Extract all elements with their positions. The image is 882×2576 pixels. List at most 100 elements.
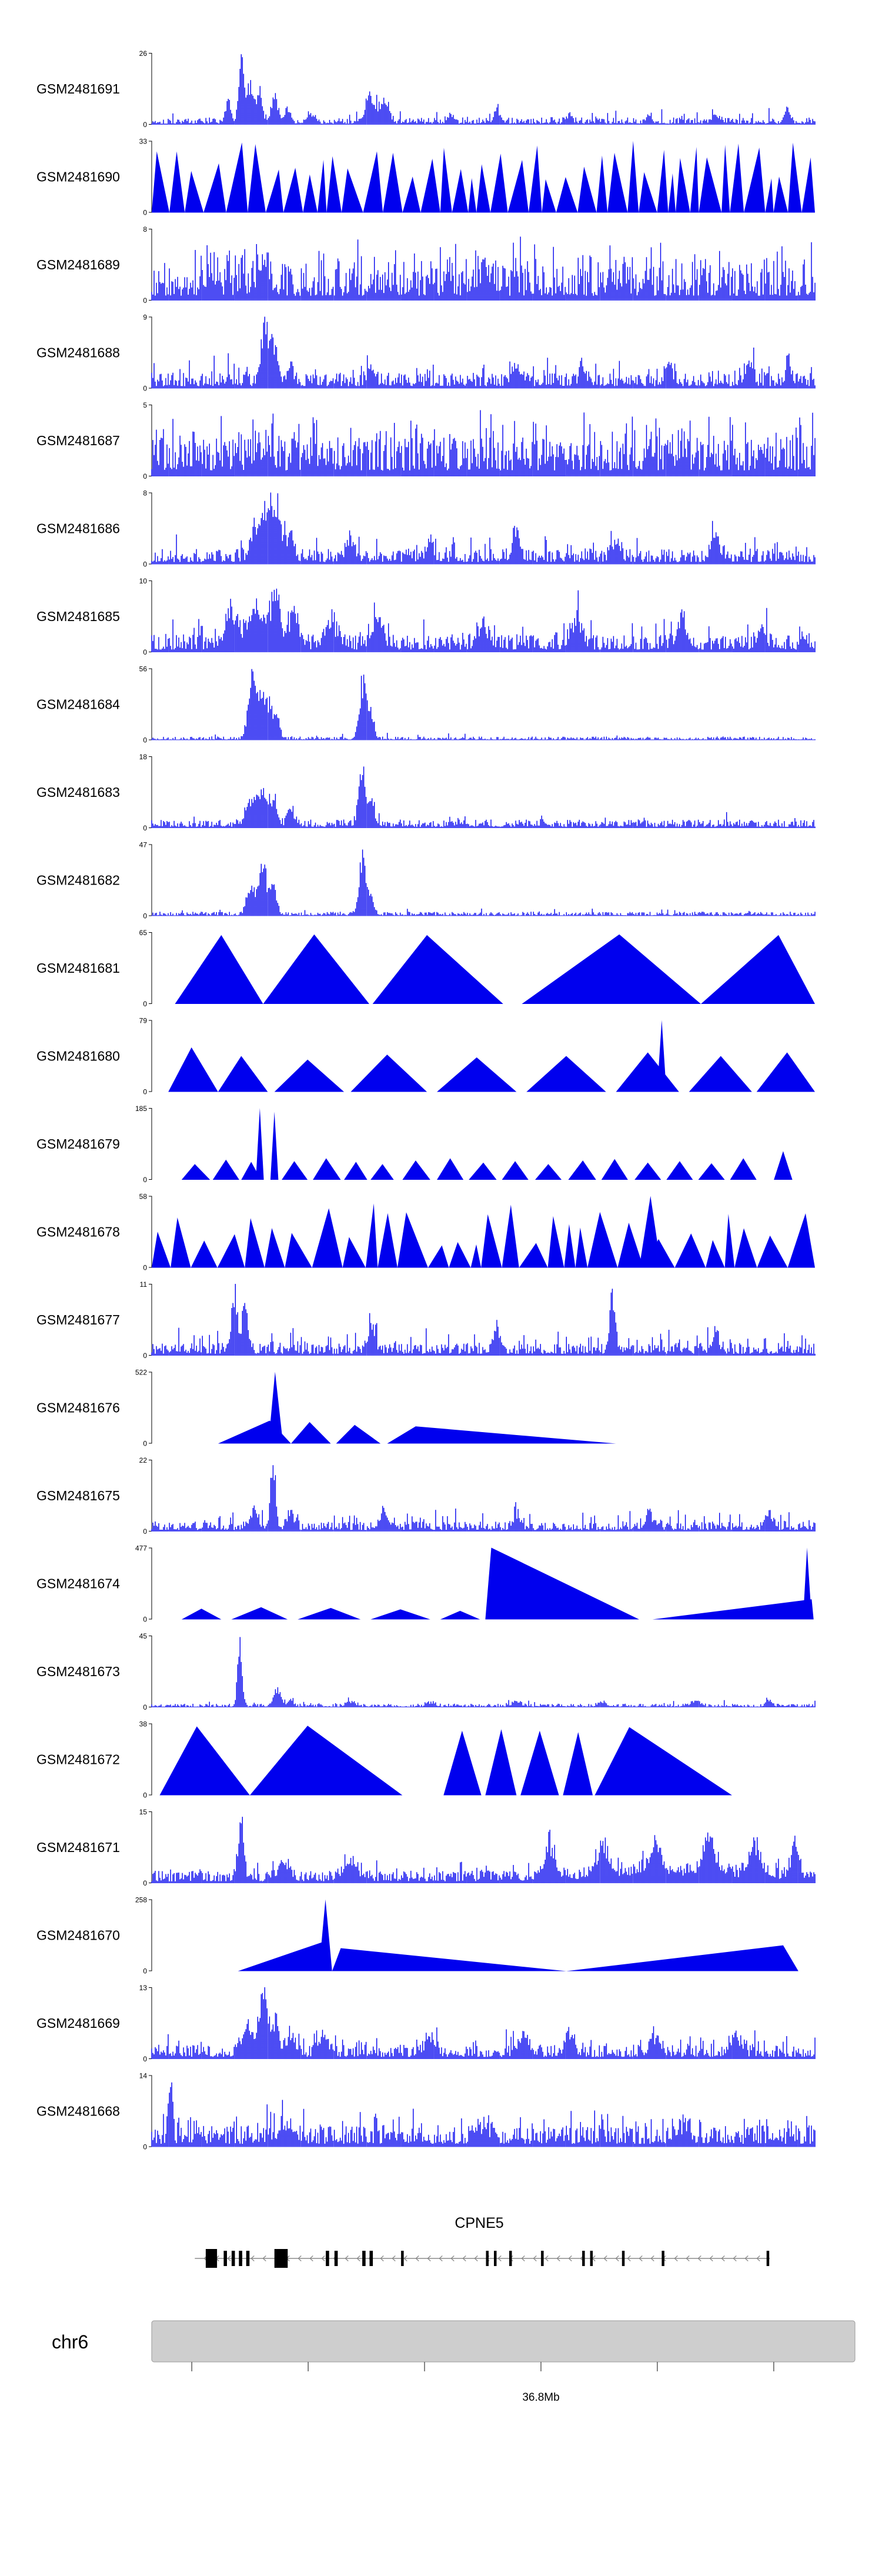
signal-peak [485, 1547, 640, 1620]
y-axis-max-label: 79 [139, 1017, 148, 1025]
signal-peak [437, 1158, 464, 1180]
track-label: GSM2481681 [36, 960, 120, 976]
y-axis-max-label: 56 [139, 665, 148, 673]
exon-box [582, 2251, 585, 2266]
exon-box [590, 2251, 593, 2266]
signal-peak [175, 935, 263, 1004]
y-axis-zero-label: 0 [143, 1616, 147, 1624]
track-row-GSM2481673: GSM2481673 45 0 [36, 1632, 816, 1711]
signal-peak [256, 1108, 264, 1180]
signal-spikes [151, 849, 816, 916]
y-axis-max-label: 38 [139, 1720, 148, 1729]
signal-peak [290, 1422, 331, 1444]
y-axis-max-label: 5 [143, 401, 147, 409]
signal-peak [730, 1158, 757, 1180]
signal-peak [263, 934, 369, 1004]
signal-peak [238, 1942, 332, 1971]
y-axis-max-label: 45 [139, 1632, 148, 1640]
track-label: GSM2481680 [36, 1049, 120, 1064]
signal-peak [181, 1164, 211, 1180]
signal-peak [168, 1047, 218, 1092]
chromosome-bar [151, 2320, 856, 2363]
signal-spikes [151, 766, 816, 828]
y-axis-zero-label: 0 [143, 2143, 147, 2151]
track-label: GSM2481686 [36, 521, 120, 536]
signal-peak [387, 1426, 616, 1444]
signal-spikes [151, 1637, 816, 1707]
signal-spikes [151, 492, 816, 565]
y-axis-zero-label: 0 [143, 1264, 147, 1272]
track-label: GSM2481688 [36, 345, 120, 361]
signal-peak [443, 1730, 482, 1796]
track-row-GSM2481689: GSM2481689 8 0 [36, 225, 816, 305]
signal-peak [756, 1052, 815, 1092]
position-label: 36.8Mb [522, 2391, 559, 2404]
exon-box [231, 2251, 235, 2266]
y-axis-zero-label: 0 [143, 1703, 147, 1711]
exon-box [369, 2251, 373, 2266]
exon-box [401, 2251, 404, 2266]
genome-axis-track: chr6 36.8Mb [52, 2320, 856, 2404]
signal-peak [274, 1059, 345, 1092]
y-axis-max-label: 15 [139, 1808, 148, 1816]
y-axis-max-label: 9 [143, 313, 147, 322]
track-row-GSM2481672: GSM2481672 38 0 [36, 1720, 732, 1800]
signal-spikes [151, 588, 816, 652]
track-label: GSM2481671 [36, 1840, 120, 1855]
signal-peak [526, 1056, 606, 1092]
track-label: GSM2481690 [36, 169, 120, 185]
y-axis-max-label: 22 [139, 1456, 148, 1464]
signal-peak [568, 1160, 596, 1180]
signal-peak [350, 1055, 427, 1092]
signal-peak [159, 1726, 250, 1796]
y-axis-zero-label: 0 [143, 1352, 147, 1360]
y-axis-max-label: 477 [135, 1544, 147, 1553]
y-axis-max-label: 13 [139, 1984, 148, 1992]
y-axis-zero-label: 0 [143, 1000, 147, 1008]
exon-box [541, 2251, 544, 2266]
track-row-GSM2481677: GSM2481677 11 0 [36, 1280, 816, 1360]
gene-model-track: CPNE5 [195, 2215, 770, 2268]
y-axis-zero-label: 0 [143, 736, 147, 745]
signal-peak [249, 1726, 403, 1796]
signal-spikes [151, 1465, 816, 1531]
signal-spikes [151, 1284, 816, 1356]
y-axis-zero-label: 0 [143, 560, 147, 569]
exon-box [326, 2251, 329, 2266]
signal-peak [319, 1899, 332, 1971]
track-label: GSM2481678 [36, 1224, 120, 1240]
exon-box [334, 2251, 338, 2266]
track-row-GSM2481682: GSM2481682 47 0 [36, 841, 816, 920]
signal-peak [634, 1162, 662, 1180]
signal-peak [689, 1056, 752, 1092]
track-row-GSM2481668: GSM2481668 14 0 [36, 2072, 816, 2151]
y-axis-max-label: 33 [139, 138, 148, 146]
y-axis-max-label: 522 [135, 1369, 147, 1377]
signal-peak [370, 1164, 394, 1180]
y-axis-zero-label: 0 [143, 385, 147, 393]
exon-box [494, 2251, 497, 2266]
signal-peak [231, 1607, 288, 1620]
y-axis-zero-label: 0 [143, 912, 147, 920]
track-label: GSM2481677 [36, 1312, 120, 1327]
y-axis-zero-label: 0 [143, 648, 147, 656]
signal-peak [298, 1608, 361, 1620]
signal-spikes [151, 410, 816, 476]
signal-spikes [151, 54, 816, 125]
exon-box [622, 2251, 625, 2266]
exon-box [362, 2251, 366, 2266]
track-label: GSM2481675 [36, 1488, 120, 1503]
signal-spikes [151, 1987, 816, 2059]
track-row-GSM2481690: GSM2481690 33 0 [36, 138, 815, 217]
signal-peak [402, 1160, 430, 1180]
y-axis-max-label: 10 [139, 577, 148, 585]
track-row-GSM2481669: GSM2481669 13 0 [36, 1984, 816, 2063]
track-label: GSM2481685 [36, 609, 120, 624]
signal-peak [502, 1161, 529, 1180]
signal-area [152, 1203, 815, 1268]
track-row-GSM2481684: GSM2481684 56 0 [36, 665, 816, 745]
exon-box [274, 2249, 288, 2268]
track-row-GSM2481687: GSM2481687 5 0 [36, 401, 816, 481]
signal-peak [563, 1732, 593, 1796]
